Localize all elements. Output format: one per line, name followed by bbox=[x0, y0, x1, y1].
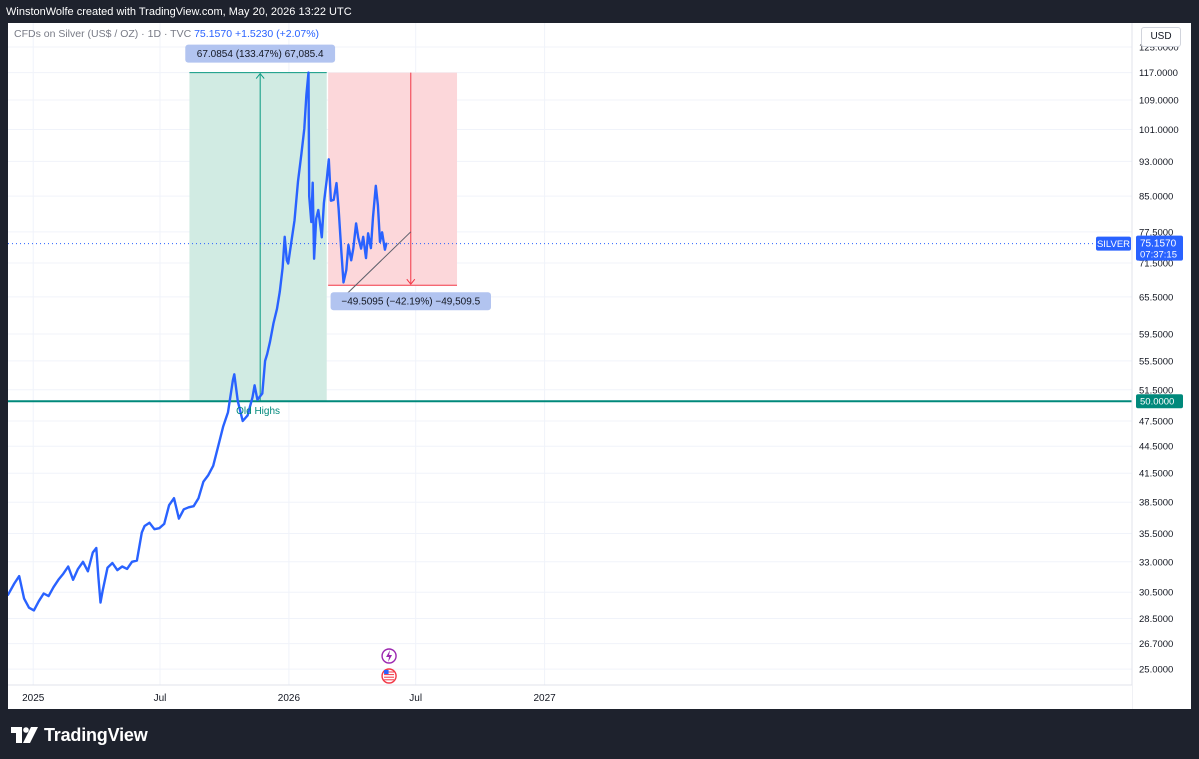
last-price-value: 75.1570 bbox=[194, 28, 233, 40]
price-tick-9: 59.5000 bbox=[1139, 329, 1173, 340]
flag-canton bbox=[384, 670, 389, 674]
price-tick-17: 33.0000 bbox=[1139, 557, 1173, 568]
price-change: +1.5230 (+2.07%) bbox=[234, 28, 320, 40]
time-tick-1: Jul bbox=[154, 693, 167, 704]
price-tick-2: 109.0000 bbox=[1139, 95, 1179, 106]
price-tick-18: 30.5000 bbox=[1139, 588, 1173, 599]
long-arrow-head bbox=[255, 72, 265, 79]
silver-price-line[interactable] bbox=[8, 71, 388, 612]
currency-button[interactable]: USD bbox=[1141, 27, 1181, 47]
last-price-countdown: 07:37:15 bbox=[1140, 250, 1177, 261]
price-tick-20: 26.7000 bbox=[1139, 639, 1173, 650]
price-tick-16: 35.5000 bbox=[1139, 529, 1173, 540]
axes: 125.0000 117.0000 109.0000 101.0000 93.0000 8… bbox=[8, 23, 1191, 709]
short-measure-label-text: −49.5095 (−42.19%) −49,509.5 bbox=[341, 297, 480, 308]
time-tick-2: 2026 bbox=[278, 693, 301, 704]
price-tick-12: 47.5000 bbox=[1139, 417, 1173, 428]
price-tick-14: 41.5000 bbox=[1139, 469, 1173, 480]
drawing-labels: Old Highs 67.0854 (133.47%) 67,085.4 −49.5… bbox=[185, 44, 491, 684]
price-tick-4: 93.0000 bbox=[1139, 157, 1173, 168]
symbol-tag-bg bbox=[1096, 236, 1131, 251]
old-highs-label: Old Highs bbox=[236, 406, 280, 417]
price-tick-21: 25.0000 bbox=[1139, 665, 1173, 676]
trendline[interactable] bbox=[340, 231, 412, 301]
price-tick-13: 44.5000 bbox=[1139, 442, 1173, 453]
price-tick-0: 125.0000 bbox=[1139, 43, 1179, 54]
old-highs-axis-tag: 50.0000 bbox=[1140, 397, 1174, 408]
symbol-tag: SILVER bbox=[1097, 239, 1130, 250]
time-scale[interactable] bbox=[8, 685, 1132, 709]
price-tick-1: 117.0000 bbox=[1139, 68, 1178, 79]
lightning-glyph bbox=[386, 650, 393, 662]
price-chart[interactable]: Old Highs 67.0854 (133.47%) 67,085.4 −49.5… bbox=[8, 23, 1191, 709]
short-measure-label-bg bbox=[330, 292, 491, 311]
price-tick-6: 77.5000 bbox=[1139, 227, 1173, 238]
long-measure-label-bg bbox=[185, 44, 336, 63]
time-tick-3: Jul bbox=[409, 693, 422, 704]
last-price-tag-bg bbox=[1136, 235, 1183, 261]
price-tick-8: 65.5000 bbox=[1139, 292, 1173, 303]
price-series bbox=[8, 71, 388, 612]
old-highs-axis-tag-bg bbox=[1136, 394, 1183, 409]
short-arrow-head bbox=[406, 278, 416, 286]
short-measure-label: −49.5095 (−42.19%) −49,509.5 bbox=[330, 292, 491, 311]
long-position-zone[interactable] bbox=[189, 72, 327, 402]
price-tick-11: 51.5000 bbox=[1139, 385, 1173, 396]
price-tick-10: 55.5000 bbox=[1139, 356, 1173, 367]
long-measure-label-text: 67.0854 (133.47%) 67,085.4 bbox=[197, 49, 324, 60]
symbol-legend[interactable]: CFDs on Silver (US$ / OZ) · 1D · TVC 75.… bbox=[14, 28, 319, 41]
time-tick-0: 2025 bbox=[22, 693, 45, 704]
price-tick-5: 85.0000 bbox=[1139, 192, 1173, 203]
drawing-lines bbox=[8, 72, 1132, 403]
price-tick-7: 71.5000 bbox=[1139, 258, 1173, 269]
price-tick-15: 38.5000 bbox=[1139, 498, 1173, 509]
last-price-tag-value: 75.1570 bbox=[1140, 239, 1177, 250]
tradingview-logo-icon bbox=[11, 727, 38, 743]
attribution-header: WinstonWolfe created with TradingView.co… bbox=[6, 6, 352, 18]
brand-name: TradingView bbox=[44, 724, 148, 745]
time-tick-4: 2027 bbox=[533, 693, 556, 704]
symbol-description: CFDs on Silver (US$ / OZ) · 1D · TVC bbox=[14, 28, 192, 40]
event-icons[interactable] bbox=[381, 648, 397, 684]
chart-panel[interactable]: Old Highs 67.0854 (133.47%) 67,085.4 −49.5… bbox=[8, 23, 1191, 709]
tradingview-brand[interactable]: TradingView bbox=[11, 724, 148, 746]
price-tick-3: 101.0000 bbox=[1139, 125, 1179, 136]
long-measure-label: 67.0854 (133.47%) 67,085.4 bbox=[185, 44, 336, 63]
position-zones bbox=[8, 23, 1132, 685]
price-scale[interactable] bbox=[1132, 23, 1191, 709]
price-tick-19: 28.5000 bbox=[1139, 614, 1173, 625]
